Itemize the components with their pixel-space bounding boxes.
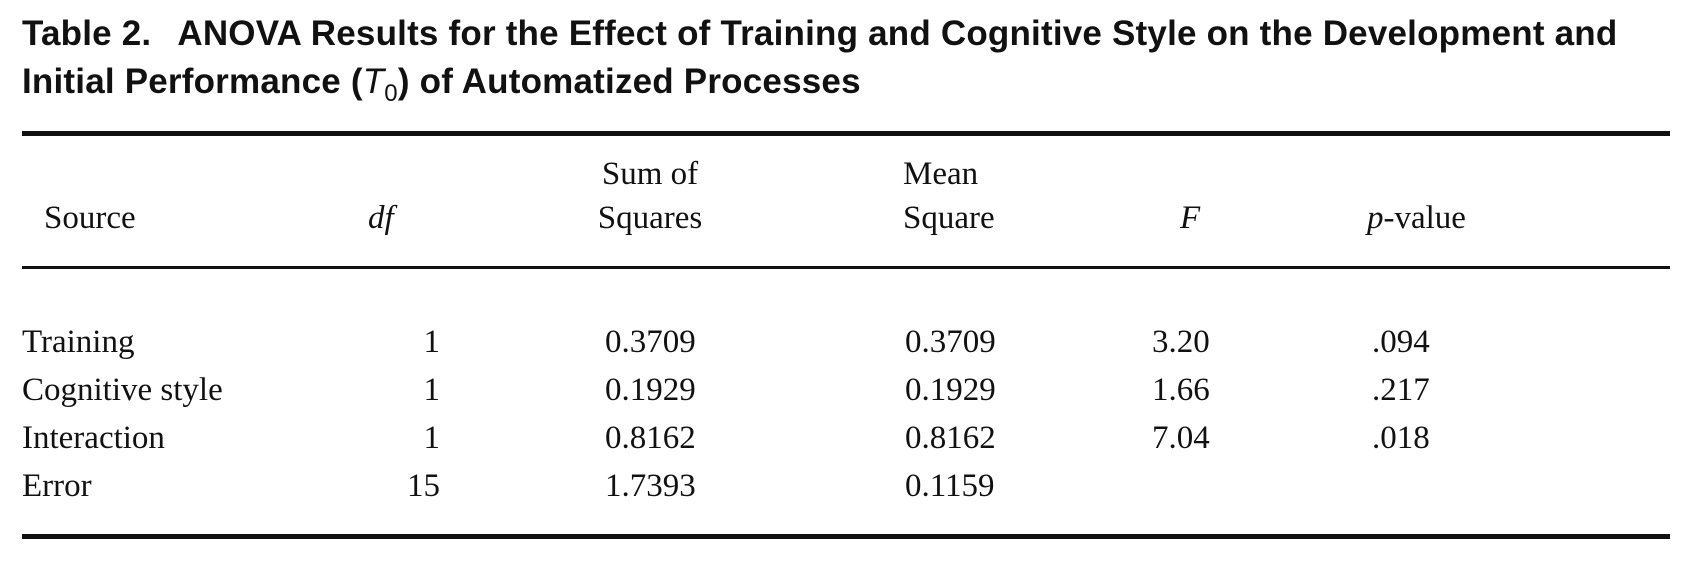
table-row: Training 1 0.3709 0.3709 3.20 .094 xyxy=(0,318,1694,366)
cell-df: 15 xyxy=(407,468,440,504)
header-ss-line1: Sum of xyxy=(601,156,699,192)
caption-subscript: 0 xyxy=(384,80,398,107)
cell-source: Training xyxy=(22,324,135,360)
header-ms-line2: Square xyxy=(903,200,995,236)
header-ss-line2: Squares xyxy=(597,200,703,236)
cell-mean-square: 0.3709 xyxy=(905,324,996,360)
cell-f: 1.66 xyxy=(1152,372,1210,408)
header-p-rest: -value xyxy=(1383,200,1466,236)
table-row: Interaction 1 0.8162 0.8162 7.04 .018 xyxy=(0,414,1694,462)
header-df-text: df xyxy=(368,200,394,236)
header-p-value: p-value xyxy=(1367,196,1466,240)
cell-sum-of-squares: 0.3709 xyxy=(605,324,696,360)
header-source: Source xyxy=(44,200,136,236)
cell-source: Cognitive style xyxy=(22,372,223,408)
bottom-rule xyxy=(22,534,1670,539)
cell-mean-square: 0.1159 xyxy=(905,468,995,504)
cell-sum-of-squares: 0.1929 xyxy=(605,372,696,408)
cell-p-value: .018 xyxy=(1372,420,1430,456)
cell-p-value: .094 xyxy=(1372,324,1430,360)
cell-p-value: .217 xyxy=(1372,372,1430,408)
header-p-italic: p xyxy=(1367,200,1384,236)
table-row: Cognitive style 1 0.1929 0.1929 1.66 .21… xyxy=(0,366,1694,414)
cell-df: 1 xyxy=(423,372,441,408)
table-row: Error 15 1.7393 0.1159 xyxy=(0,462,1694,510)
cell-f: 7.04 xyxy=(1152,420,1210,456)
cell-mean-square: 0.8162 xyxy=(905,420,996,456)
caption-title-end: ) of Automatized Processes xyxy=(397,62,861,101)
caption-symbol: T xyxy=(362,62,385,101)
header-df: df xyxy=(368,196,394,240)
header-ms-line1: Mean xyxy=(903,156,979,192)
top-rule xyxy=(22,131,1670,136)
cell-source: Interaction xyxy=(22,420,165,456)
header-sum-of-squares: Sum of Squares xyxy=(560,152,740,240)
cell-mean-square: 0.1929 xyxy=(905,372,996,408)
cell-source: Error xyxy=(22,468,92,504)
caption-title: ANOVA Results for the Effect of Training… xyxy=(22,14,1618,101)
header-mean-square: Mean Square xyxy=(903,152,995,240)
table-caption: Table 2. ANOVA Results for the Effect of … xyxy=(22,10,1662,118)
header-f-text: F xyxy=(1180,200,1201,236)
cell-df: 1 xyxy=(423,420,441,456)
cell-f: 3.20 xyxy=(1152,324,1210,360)
cell-df: 1 xyxy=(423,324,441,360)
header-rule xyxy=(22,266,1670,269)
table-label: Table 2. xyxy=(22,14,152,53)
header-f: F xyxy=(1180,196,1200,240)
cell-sum-of-squares: 1.7393 xyxy=(605,468,696,504)
cell-sum-of-squares: 0.8162 xyxy=(605,420,696,456)
